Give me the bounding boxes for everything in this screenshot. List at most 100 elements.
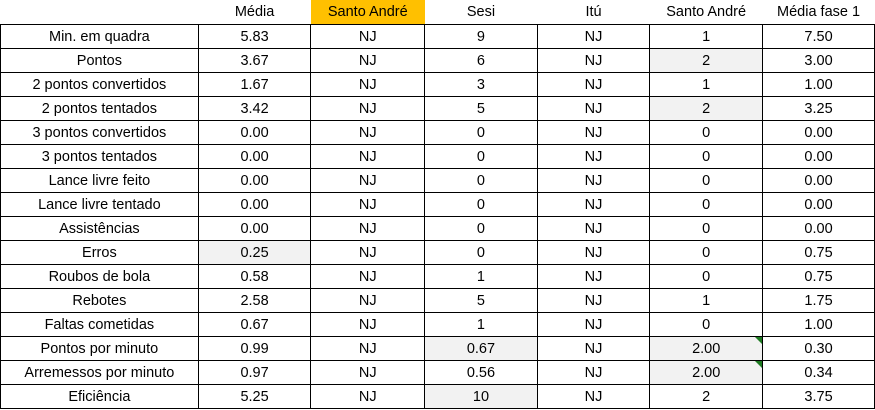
- value-cell[interactable]: NJ: [536, 360, 651, 385]
- value-cell[interactable]: 0.75: [762, 264, 875, 289]
- value-cell[interactable]: 1.00: [762, 312, 875, 337]
- value-cell[interactable]: 5: [424, 96, 538, 121]
- row-label-cell[interactable]: 3 pontos convertidos: [0, 120, 199, 145]
- value-cell[interactable]: NJ: [310, 288, 426, 313]
- row-label-cell[interactable]: 3 pontos tentados: [0, 144, 199, 169]
- value-cell[interactable]: 3.67: [197, 48, 312, 73]
- value-cell[interactable]: NJ: [310, 384, 426, 409]
- value-cell[interactable]: 0.34: [762, 360, 875, 385]
- value-cell[interactable]: 0: [649, 240, 764, 265]
- value-cell[interactable]: NJ: [536, 240, 651, 265]
- value-cell[interactable]: 1: [424, 264, 538, 289]
- value-cell[interactable]: 0: [649, 264, 764, 289]
- row-label-cell[interactable]: Faltas cometidas: [0, 312, 199, 337]
- value-cell[interactable]: 2: [649, 96, 764, 121]
- value-cell[interactable]: 0: [649, 216, 764, 241]
- value-cell[interactable]: 9: [424, 24, 538, 49]
- value-cell[interactable]: NJ: [536, 216, 651, 241]
- value-cell[interactable]: 0.56: [424, 360, 538, 385]
- value-cell[interactable]: 0: [424, 216, 538, 241]
- header-cell-santo-andre-highlighted[interactable]: Santo André: [310, 0, 425, 25]
- value-cell[interactable]: 1: [649, 288, 764, 313]
- value-cell[interactable]: 0: [649, 168, 764, 193]
- value-cell[interactable]: NJ: [536, 312, 651, 337]
- row-label-cell[interactable]: Roubos de bola: [0, 264, 199, 289]
- value-cell[interactable]: NJ: [310, 144, 426, 169]
- row-label-cell[interactable]: Lance livre feito: [0, 168, 199, 193]
- value-cell[interactable]: 1.00: [762, 72, 875, 97]
- value-cell[interactable]: 0.00: [197, 144, 312, 169]
- value-cell[interactable]: 1: [424, 312, 538, 337]
- value-cell[interactable]: 5: [424, 288, 538, 313]
- value-cell[interactable]: 5.25: [197, 384, 312, 409]
- value-cell[interactable]: NJ: [310, 312, 426, 337]
- value-cell[interactable]: 3.75: [762, 384, 875, 409]
- row-label-cell[interactable]: Pontos: [0, 48, 199, 73]
- value-cell[interactable]: NJ: [310, 72, 426, 97]
- value-cell[interactable]: 2: [649, 384, 764, 409]
- value-cell[interactable]: 0.00: [762, 120, 875, 145]
- comment-indicator-icon[interactable]: [755, 337, 762, 344]
- value-cell[interactable]: 0: [649, 192, 764, 217]
- value-cell[interactable]: 0: [424, 144, 538, 169]
- row-label-cell[interactable]: 2 pontos convertidos: [0, 72, 199, 97]
- value-cell[interactable]: 0.99: [197, 336, 312, 361]
- value-cell[interactable]: 7.50: [762, 24, 875, 49]
- value-cell[interactable]: 3.25: [762, 96, 875, 121]
- value-cell[interactable]: NJ: [536, 192, 651, 217]
- value-cell[interactable]: NJ: [310, 216, 426, 241]
- value-cell[interactable]: 0.00: [197, 192, 312, 217]
- value-cell[interactable]: NJ: [310, 264, 426, 289]
- row-label-cell[interactable]: Pontos por minuto: [0, 336, 199, 361]
- value-cell[interactable]: NJ: [536, 144, 651, 169]
- value-cell[interactable]: 0: [649, 312, 764, 337]
- value-cell[interactable]: 2.00: [649, 336, 764, 361]
- value-cell[interactable]: 0: [424, 120, 538, 145]
- value-cell[interactable]: 1.75: [762, 288, 875, 313]
- value-cell[interactable]: NJ: [310, 120, 426, 145]
- value-cell[interactable]: NJ: [310, 360, 426, 385]
- row-label-cell[interactable]: 2 pontos tentados: [0, 96, 199, 121]
- value-cell[interactable]: NJ: [310, 48, 426, 73]
- header-cell-sesi[interactable]: Sesi: [424, 0, 538, 25]
- value-cell[interactable]: NJ: [536, 120, 651, 145]
- value-cell[interactable]: NJ: [536, 24, 651, 49]
- value-cell[interactable]: NJ: [536, 48, 651, 73]
- value-cell[interactable]: NJ: [536, 384, 651, 409]
- header-cell-santo-andre[interactable]: Santo André: [649, 0, 763, 25]
- value-cell[interactable]: 1: [649, 72, 764, 97]
- value-cell[interactable]: NJ: [536, 72, 651, 97]
- row-label-cell[interactable]: Eficiência: [0, 384, 199, 409]
- value-cell[interactable]: 0: [424, 192, 538, 217]
- value-cell[interactable]: 0: [424, 168, 538, 193]
- value-cell[interactable]: NJ: [310, 336, 426, 361]
- value-cell[interactable]: NJ: [310, 96, 426, 121]
- value-cell[interactable]: 3.00: [762, 48, 875, 73]
- header-cell-label[interactable]: [0, 0, 199, 25]
- value-cell[interactable]: NJ: [310, 192, 426, 217]
- value-cell[interactable]: NJ: [536, 168, 651, 193]
- row-label-cell[interactable]: Rebotes: [0, 288, 199, 313]
- value-cell[interactable]: 1: [649, 24, 764, 49]
- value-cell[interactable]: 0.58: [197, 264, 312, 289]
- value-cell[interactable]: 10: [424, 384, 538, 409]
- header-cell-media[interactable]: Média: [198, 0, 311, 25]
- header-cell-media-fase-1[interactable]: Média fase 1: [762, 0, 875, 25]
- value-cell[interactable]: 0: [424, 240, 538, 265]
- value-cell[interactable]: 0.00: [197, 120, 312, 145]
- value-cell[interactable]: 0.00: [197, 216, 312, 241]
- comment-indicator-icon[interactable]: [755, 361, 762, 368]
- value-cell[interactable]: 0.00: [762, 216, 875, 241]
- value-cell[interactable]: NJ: [536, 264, 651, 289]
- value-cell[interactable]: NJ: [536, 288, 651, 313]
- value-cell[interactable]: 3.42: [197, 96, 312, 121]
- value-cell[interactable]: 0.00: [762, 168, 875, 193]
- value-cell[interactable]: 1.67: [197, 72, 312, 97]
- row-label-cell[interactable]: Erros: [0, 240, 199, 265]
- value-cell[interactable]: 0.97: [197, 360, 312, 385]
- value-cell[interactable]: 0.30: [762, 336, 875, 361]
- value-cell[interactable]: 0.67: [424, 336, 538, 361]
- header-cell-itu[interactable]: Itú: [537, 0, 650, 25]
- value-cell[interactable]: 0.75: [762, 240, 875, 265]
- row-label-cell[interactable]: Assistências: [0, 216, 199, 241]
